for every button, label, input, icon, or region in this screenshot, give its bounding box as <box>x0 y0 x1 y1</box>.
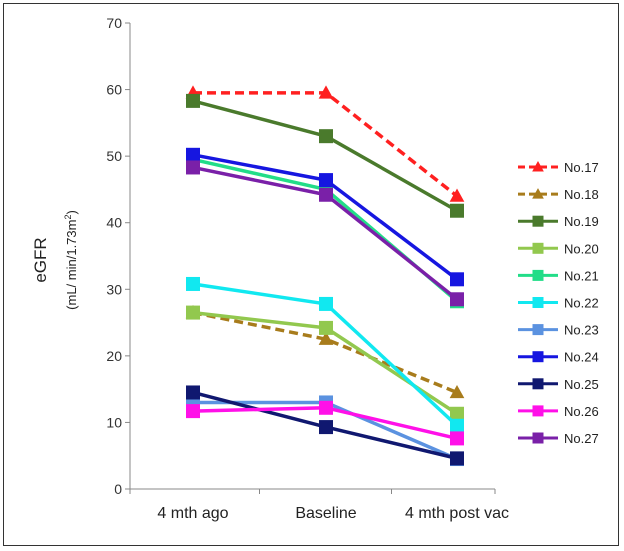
legend-label: No.24 <box>564 350 599 365</box>
legend-label: No.21 <box>564 268 599 283</box>
y-tick-label: 20 <box>106 348 122 364</box>
data-point <box>450 451 464 466</box>
legend-marker <box>532 405 544 417</box>
data-point <box>450 292 464 307</box>
y-tick-label: 50 <box>106 148 122 164</box>
y-tick-label: 30 <box>106 281 122 297</box>
series-no18 <box>185 305 465 399</box>
legend-label: No.26 <box>564 404 599 419</box>
y-axis-units-prefix: (mL/ min/1.73m <box>64 220 79 310</box>
data-point <box>449 188 465 202</box>
data-point <box>450 272 464 287</box>
data-point <box>319 187 333 202</box>
data-point <box>186 147 200 162</box>
data-point <box>319 320 333 335</box>
legend-item: No.23 <box>518 323 599 338</box>
legend-item: No.21 <box>518 268 599 283</box>
data-point <box>450 203 464 218</box>
y-axis-units-suffix: ) <box>64 210 79 214</box>
series-no25 <box>186 385 464 466</box>
data-point <box>449 384 465 399</box>
legend-marker <box>532 242 544 254</box>
legend-item: No.27 <box>518 431 599 446</box>
legend-marker <box>532 351 544 363</box>
data-point <box>186 385 200 400</box>
data-point <box>186 276 200 291</box>
data-point <box>319 173 333 188</box>
y-tick-label: 40 <box>106 215 122 231</box>
series-no19 <box>186 93 464 218</box>
data-point <box>450 418 464 433</box>
legend-label: No.25 <box>564 377 599 392</box>
legend-label: No.17 <box>564 160 599 175</box>
y-axis-label: eGFR <box>31 237 50 282</box>
axes: 0 10 20 30 40 50 60 70 4 mth ago Baseline 4 mth po… <box>106 15 509 522</box>
x-tick-label: Baseline <box>295 505 356 522</box>
x-tick-label: 4 mth ago <box>157 505 228 522</box>
legend: No.17 No.18 No.19 No.20 No.21 No.22 No.23 No.24… <box>518 160 599 446</box>
y-tick-label: 70 <box>106 15 122 31</box>
legend-marker <box>532 269 544 281</box>
legend-item: No.25 <box>518 377 599 392</box>
data-point <box>319 420 333 435</box>
y-tick-label: 60 <box>106 82 122 98</box>
data-point <box>186 93 200 108</box>
legend-item: No.24 <box>518 350 599 365</box>
y-axis-label-group: eGFR (mL/ min/1.73m2) <box>31 210 79 310</box>
series-line <box>192 310 458 395</box>
data-point <box>319 296 333 311</box>
legend-item: No.26 <box>518 404 599 419</box>
data-point <box>186 160 200 175</box>
y-axis-units-superscript: 2 <box>63 215 73 220</box>
series-no24 <box>186 147 464 287</box>
series-no27 <box>186 160 464 307</box>
legend-marker <box>532 160 544 172</box>
data-point <box>319 129 333 144</box>
data-point <box>318 85 334 99</box>
legend-label: No.20 <box>564 241 599 256</box>
y-tick-label: 10 <box>106 414 122 430</box>
series-no22 <box>186 276 464 433</box>
legend-marker <box>532 297 544 308</box>
legend-item: No.22 <box>518 296 599 311</box>
x-tick-label: 4 mth post vac <box>405 505 509 522</box>
y-tick-label: 0 <box>114 481 122 497</box>
data-point <box>319 400 333 415</box>
data-point <box>450 406 464 421</box>
legend-label: No.18 <box>564 187 599 202</box>
data-point <box>318 331 334 345</box>
legend-label: No.19 <box>564 214 599 229</box>
legend-item: No.17 <box>518 160 599 175</box>
data-point <box>186 404 200 419</box>
legend-item: No.19 <box>518 214 599 229</box>
legend-marker <box>532 432 544 444</box>
data-point <box>450 431 464 446</box>
legend-label: No.22 <box>564 296 599 311</box>
legend-marker <box>532 188 544 199</box>
legend-item: No.18 <box>518 187 599 202</box>
legend-label: No.23 <box>564 323 599 338</box>
legend-label: No.27 <box>564 431 599 446</box>
legend-marker <box>532 378 544 390</box>
series-no26 <box>186 400 464 446</box>
y-axis-units-label: (mL/ min/1.73m2) <box>63 210 79 310</box>
data-point <box>186 305 200 320</box>
legend-item: No.20 <box>518 241 599 256</box>
legend-marker <box>532 324 544 336</box>
series-group <box>185 85 465 467</box>
legend-marker <box>532 215 544 227</box>
